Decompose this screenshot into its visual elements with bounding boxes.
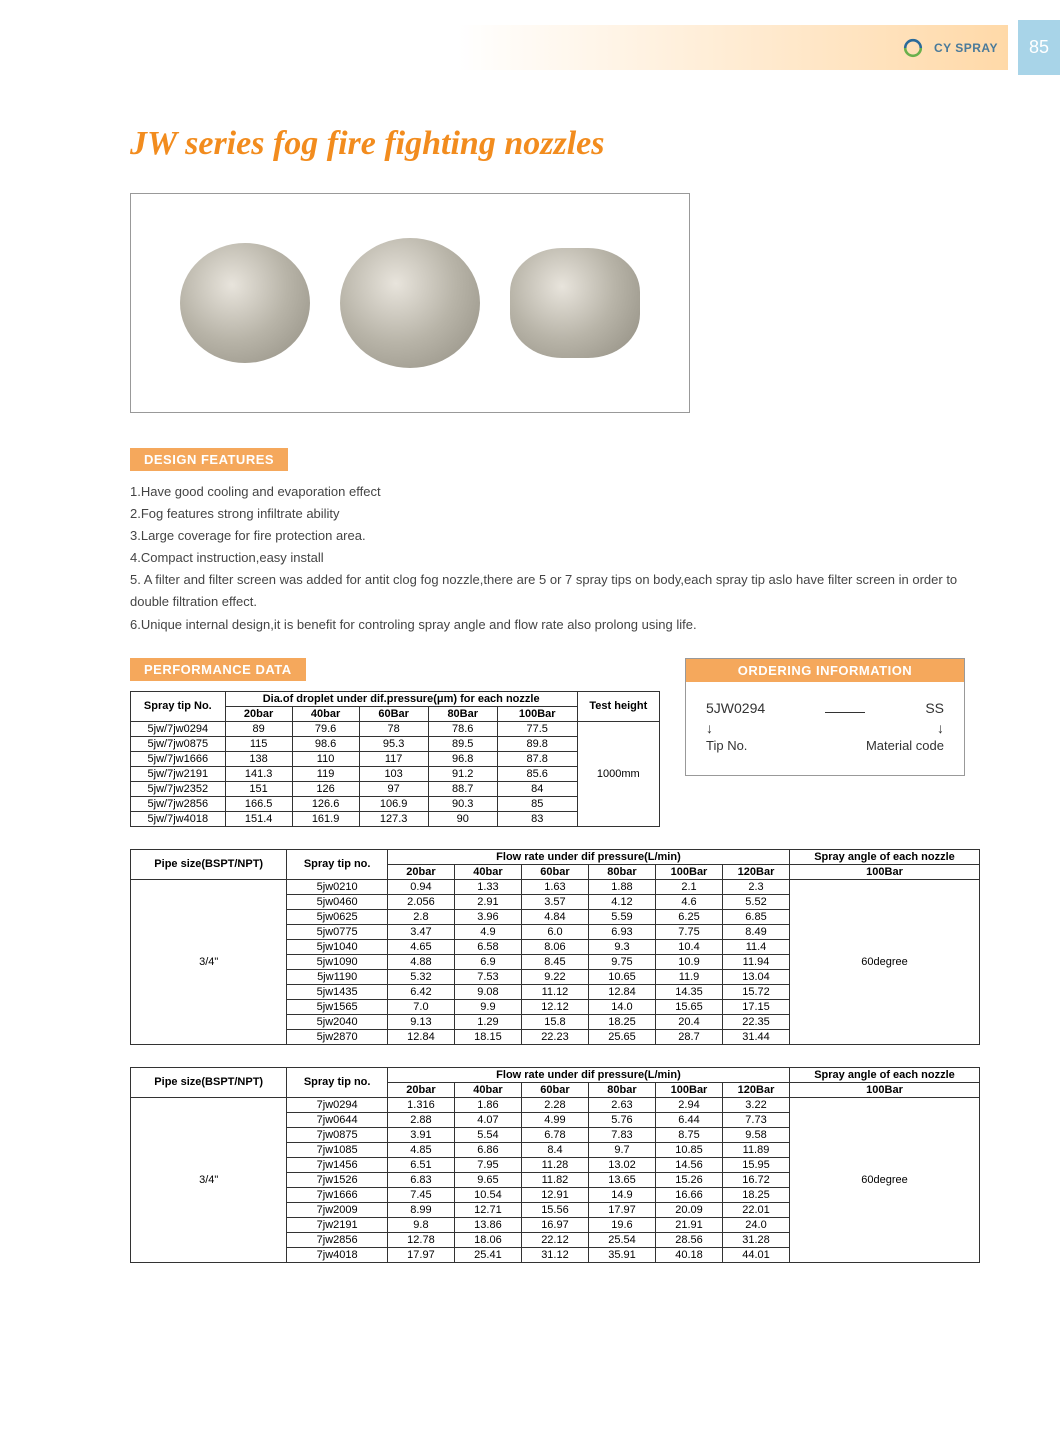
perf-col: PERFORMANCE DATA Spray tip No.Dia.of dro… xyxy=(130,658,660,827)
nozzle-image-1 xyxy=(180,243,310,363)
content: JW series fog fire fighting nozzles DESI… xyxy=(0,75,1060,1325)
perf-order-row: PERFORMANCE DATA Spray tip No.Dia.of dro… xyxy=(130,658,980,827)
ordering-content: 5JW0294 SS ↓ ↓ Tip No. Material code xyxy=(686,682,964,775)
feature-item: 1.Have good cooling and evaporation effe… xyxy=(130,481,980,503)
down-arrow-icon: ↓ xyxy=(706,720,713,736)
order-connector xyxy=(825,712,865,713)
order-mat-label: Material code xyxy=(866,738,944,753)
order-tip-label: Tip No. xyxy=(706,738,747,753)
flow-table-1: Pipe size(BSPT/NPT)Spray tip no.Flow rat… xyxy=(130,849,980,1045)
header: CY SPRAY 85 xyxy=(0,0,1060,75)
order-mat-example: SS xyxy=(925,700,944,716)
page-title: JW series fog fire fighting nozzles xyxy=(130,125,980,163)
brand-logo-icon xyxy=(900,35,926,61)
brand-text: CY SPRAY xyxy=(934,41,998,55)
ordering-box: ORDERING INFORMATION 5JW0294 SS ↓ ↓ Tip … xyxy=(685,658,965,776)
flow-table-2: Pipe size(BSPT/NPT)Spray tip no.Flow rat… xyxy=(130,1067,980,1263)
nozzle-image-2 xyxy=(340,238,480,368)
ordering-label: ORDERING INFORMATION xyxy=(686,659,964,682)
feature-item: 4.Compact instruction,easy install xyxy=(130,547,980,569)
down-arrow-icon: ↓ xyxy=(937,720,944,736)
performance-table: Spray tip No.Dia.of droplet under dif.pr… xyxy=(130,691,660,827)
page-number: 85 xyxy=(1018,20,1060,75)
features-list: 1.Have good cooling and evaporation effe… xyxy=(130,481,980,636)
performance-data-label: PERFORMANCE DATA xyxy=(130,658,306,681)
page: CY SPRAY 85 JW series fog fire fighting … xyxy=(0,0,1060,1325)
feature-item: 3.Large coverage for fire protection are… xyxy=(130,525,980,547)
order-tip-example: 5JW0294 xyxy=(706,700,765,716)
feature-item: 2.Fog features strong infiltrate ability xyxy=(130,503,980,525)
brand: CY SPRAY xyxy=(900,35,1008,61)
design-features-label: DESIGN FEATURES xyxy=(130,448,288,471)
feature-item: 5. A filter and filter screen was added … xyxy=(130,569,980,613)
header-gradient: CY SPRAY xyxy=(458,25,1008,70)
feature-item: 6.Unique internal design,it is benefit f… xyxy=(130,614,980,636)
nozzle-image-3 xyxy=(510,248,640,358)
product-image-box xyxy=(130,193,690,413)
